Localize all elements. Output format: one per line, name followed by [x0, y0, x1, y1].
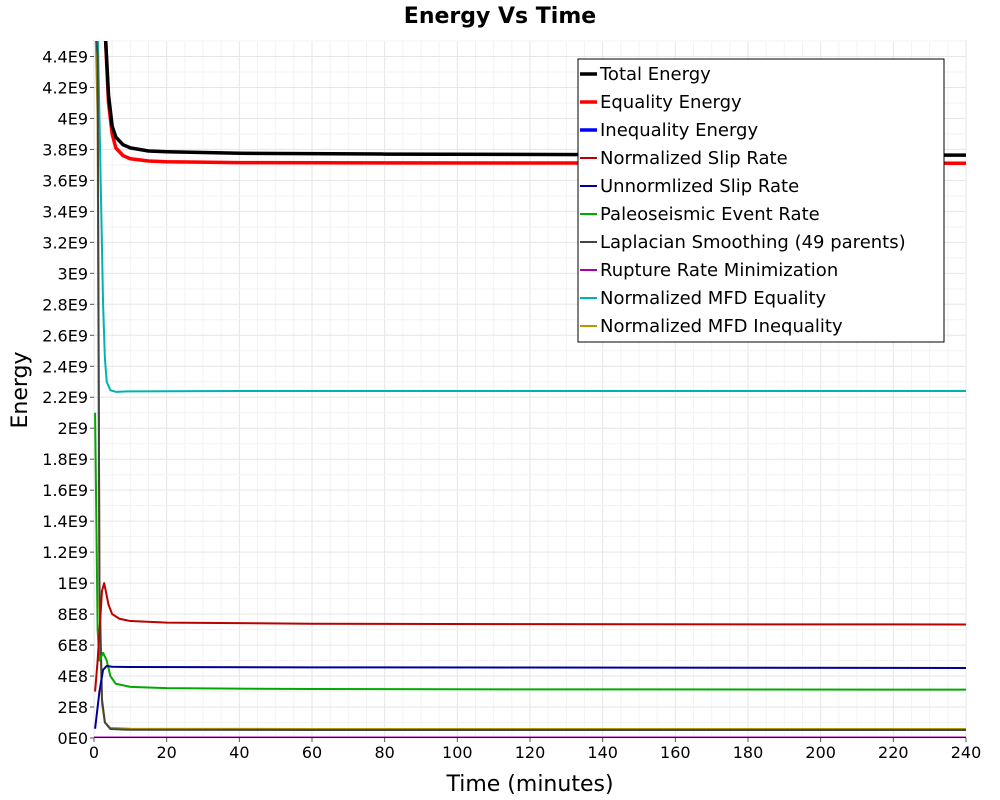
y-tick-label: 1.6E9 — [42, 481, 88, 500]
y-tick-label: 3.8E9 — [42, 140, 88, 159]
y-tick-label: 4E9 — [58, 109, 88, 128]
y-tick-label: 4.2E9 — [42, 78, 88, 97]
x-tick-label: 140 — [587, 743, 618, 762]
legend-label-3: Inequality Energy — [600, 120, 758, 141]
y-axis-label: Energy — [8, 351, 33, 428]
y-tick-label: 6E8 — [58, 636, 88, 655]
legend-label-2: Equality Energy — [600, 92, 742, 113]
y-tick-label: 2.4E9 — [42, 357, 88, 376]
legend-label-10: Normalized MFD Inequality — [600, 316, 843, 337]
y-tick-label: 2.8E9 — [42, 295, 88, 314]
y-tick-label: 2E9 — [58, 419, 88, 438]
series-line-9 — [96, 41, 966, 393]
y-tick-label: 0E0 — [58, 729, 88, 748]
legend: Total Energy Equality Energy Inequality En… — [577, 58, 945, 343]
legend-label-8: Rupture Rate Minimization — [600, 260, 838, 281]
legend-items: Total Energy Equality Energy Inequality En… — [580, 64, 906, 337]
y-tick-label: 2.6E9 — [42, 326, 88, 345]
legend-label-6: Paleoseismic Event Rate — [600, 204, 820, 225]
series-line-5 — [94, 664, 966, 729]
x-tick-label: 200 — [805, 743, 836, 762]
series-line-6 — [94, 412, 966, 691]
y-tick-label: 1.2E9 — [42, 543, 88, 562]
y-tick-label: 3.2E9 — [42, 233, 88, 252]
y-tick-label: 3.6E9 — [42, 171, 88, 190]
y-tick-label: 3E9 — [58, 264, 88, 283]
x-tick-label: 220 — [878, 743, 909, 762]
y-tick-label: 1.4E9 — [42, 512, 88, 531]
x-tick-label: 80 — [374, 743, 394, 762]
legend-label-4: Normalized Slip Rate — [600, 148, 788, 169]
x-tick-label: 60 — [302, 743, 322, 762]
y-tick-label: 2E8 — [58, 698, 88, 717]
series-line-4 — [94, 582, 966, 692]
legend-box — [577, 58, 945, 343]
legend-label-5: Unnormlized Slip Rate — [600, 176, 799, 197]
y-tick-label: 4E8 — [58, 667, 88, 686]
x-tick-label: 20 — [156, 743, 176, 762]
tick-labels: 0 20 40 60 80 100 120 140 160 180 200 220 240 0E0 2E8 4… — [42, 47, 981, 762]
x-tick-label: 160 — [660, 743, 691, 762]
x-axis-label: Time (minutes) — [445, 772, 613, 797]
x-tick-label: 240 — [951, 743, 982, 762]
legend-label-9: Normalized MFD Equality — [600, 288, 827, 309]
x-tick-label: 180 — [733, 743, 764, 762]
x-tick-label: 40 — [229, 743, 249, 762]
chart-title: Energy Vs Time — [404, 4, 596, 29]
y-tick-label: 1.8E9 — [42, 450, 88, 469]
y-tick-label: 2.2E9 — [42, 388, 88, 407]
series-line-1 — [103, 41, 966, 157]
y-tick-label: 8E8 — [58, 605, 88, 624]
legend-label-1: Total Energy — [599, 64, 711, 85]
y-tick-label: 1E9 — [58, 574, 88, 593]
x-tick-label: 120 — [515, 743, 546, 762]
x-tick-label: 100 — [442, 743, 473, 762]
series-line-7 — [95, 41, 966, 731]
x-tick-label: 0 — [89, 743, 99, 762]
y-tick-label: 4.4E9 — [42, 47, 88, 66]
y-tick-label: 3.4E9 — [42, 202, 88, 221]
legend-label-7: Laplacian Smoothing (49 parents) — [600, 232, 906, 253]
series-lines — [94, 41, 966, 738]
